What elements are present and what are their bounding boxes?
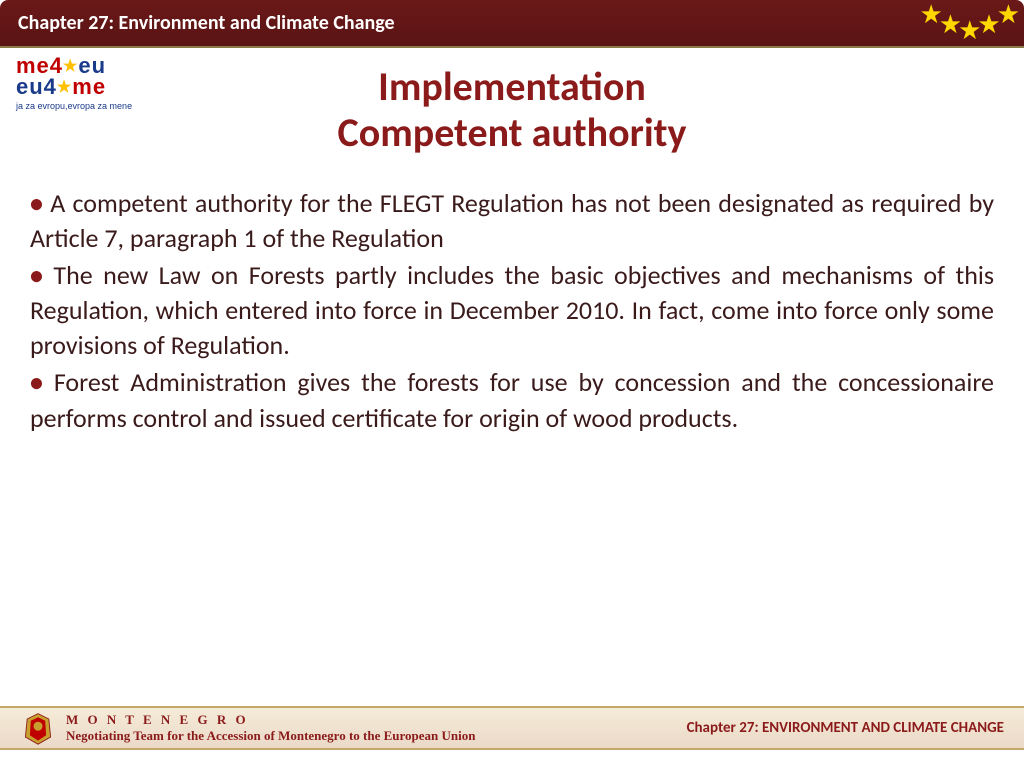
bullet-text: Forest Administration gives the forests …: [30, 366, 994, 433]
star-icon: ★: [57, 79, 72, 96]
bullet-item: A competent authority for the FLEGT Regu…: [30, 186, 994, 256]
title-line-2: Competent authority: [30, 110, 994, 156]
me4eu-logo: me4★eu eu4★me ja za evropu,evropa za men…: [16, 56, 146, 110]
logo-tagline: ja za evropu,evropa za mene: [16, 102, 146, 111]
star-icon: ★: [63, 58, 78, 75]
bullet-text: A competent authority for the FLEGT Regu…: [30, 187, 994, 254]
star-icon: ★: [997, 0, 1020, 30]
header-title: Chapter 27: Environment and Climate Chan…: [18, 11, 395, 35]
montenegro-crest-icon: [20, 710, 56, 746]
bullet-item: Forest Administration gives the forests …: [30, 365, 994, 435]
bullet-text: The new Law on Forests partly includes t…: [30, 259, 994, 361]
footer-chapter: Chapter 27: ENVIRONMENT AND CLIMATE CHAN…: [687, 719, 1004, 737]
eu-stars: ★ ★ ★ ★ ★: [923, 0, 1020, 26]
title-line-1: Implementation: [30, 64, 994, 110]
slide-content: me4★eu eu4★me ja za evropu,evropa za men…: [0, 48, 1024, 436]
footer-subtitle: Negotiating Team for the Accession of Mo…: [66, 728, 687, 744]
logo-part: eu4: [16, 74, 57, 99]
footer-left: M O N T E N E G R O Negotiating Team for…: [66, 712, 687, 744]
footer-country: M O N T E N E G R O: [66, 712, 687, 728]
header-bar: Chapter 27: Environment and Climate Chan…: [0, 0, 1024, 48]
logo-part: me: [72, 74, 106, 99]
footer-bar: M O N T E N E G R O Negotiating Team for…: [0, 706, 1024, 750]
bullet-item: The new Law on Forests partly includes t…: [30, 258, 994, 363]
slide-title: Implementation Competent authority: [30, 64, 994, 156]
bullet-list: A competent authority for the FLEGT Regu…: [30, 186, 994, 436]
